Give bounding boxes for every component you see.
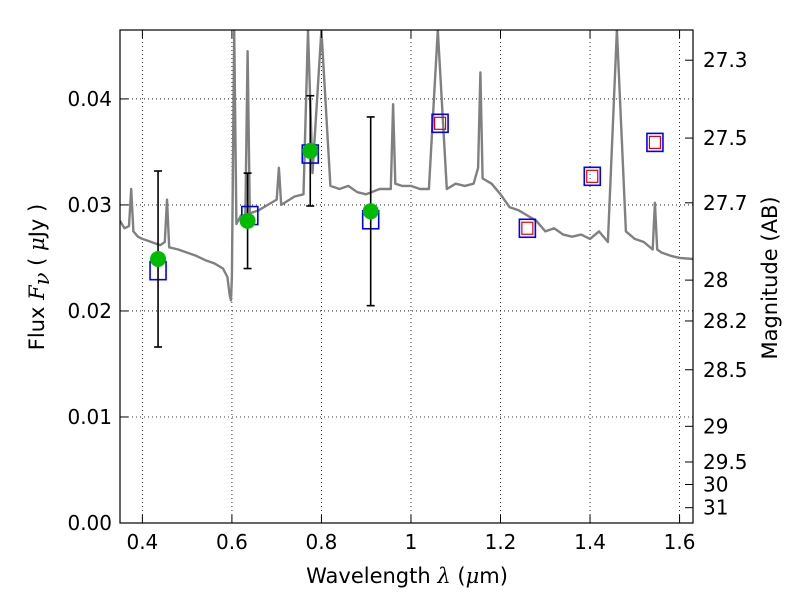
y2-axis-label: Magnitude (AB) xyxy=(758,196,782,359)
model-flux-box xyxy=(583,166,602,187)
y2-tick-label: 29.5 xyxy=(703,450,748,474)
observed-flux-point xyxy=(239,212,256,229)
observed-flux-point xyxy=(362,203,379,220)
y-tick-label: 0.01 xyxy=(67,405,112,429)
grid xyxy=(120,30,693,524)
y-axis-label: Flux Fν ( μJy ) xyxy=(25,204,54,350)
y-tick-label: 0.02 xyxy=(67,299,112,323)
y2-tick-label: 28.5 xyxy=(703,358,748,382)
plot-frame xyxy=(119,29,694,524)
plot-area xyxy=(120,30,693,348)
x-tick-label: 1.4 xyxy=(574,530,606,554)
y2-tick-label: 29 xyxy=(703,414,728,438)
model-flux-box xyxy=(646,132,664,153)
x-tick-label: 1.2 xyxy=(485,530,517,554)
y2-tick-label: 28 xyxy=(703,268,728,292)
observed-flux-point xyxy=(150,251,167,268)
x-tick-label: 1.6 xyxy=(664,530,696,554)
y-tick-label: 0.00 xyxy=(67,511,112,535)
upper-limit-box xyxy=(648,135,662,149)
observed-flux-point xyxy=(302,142,319,159)
upper-limit-box xyxy=(433,116,447,130)
x-axis: 0.4 0.6 0.8 1 1.2 1.4 1.6 xyxy=(126,30,695,554)
x-axis-label: Wavelength λ (μm) xyxy=(306,564,508,588)
model-flux-box xyxy=(518,218,537,239)
x-tick-label: 0.8 xyxy=(306,530,338,554)
y-axis: 0.00 0.01 0.02 0.03 0.04 xyxy=(67,87,128,535)
sed-model-line xyxy=(120,30,693,302)
y2-tick-label: 31 xyxy=(703,496,728,520)
x-tick-label: 0.6 xyxy=(216,530,248,554)
y2-tick-label: 27.3 xyxy=(703,48,748,72)
y2-tick-label: 30 xyxy=(703,473,728,497)
upper-limit-box xyxy=(586,169,599,183)
y2-tick-label: 28.2 xyxy=(703,309,748,333)
upper-limit-box xyxy=(521,221,534,235)
x-tick-label: 0.4 xyxy=(126,530,158,554)
y-tick-label: 0.04 xyxy=(67,87,112,111)
y-tick-label: 0.03 xyxy=(67,193,112,217)
y2-tick-label: 27.5 xyxy=(703,126,748,150)
x-tick-label: 1 xyxy=(405,530,418,554)
model-flux-box xyxy=(431,113,449,134)
y2-tick-label: 27.7 xyxy=(703,191,748,215)
